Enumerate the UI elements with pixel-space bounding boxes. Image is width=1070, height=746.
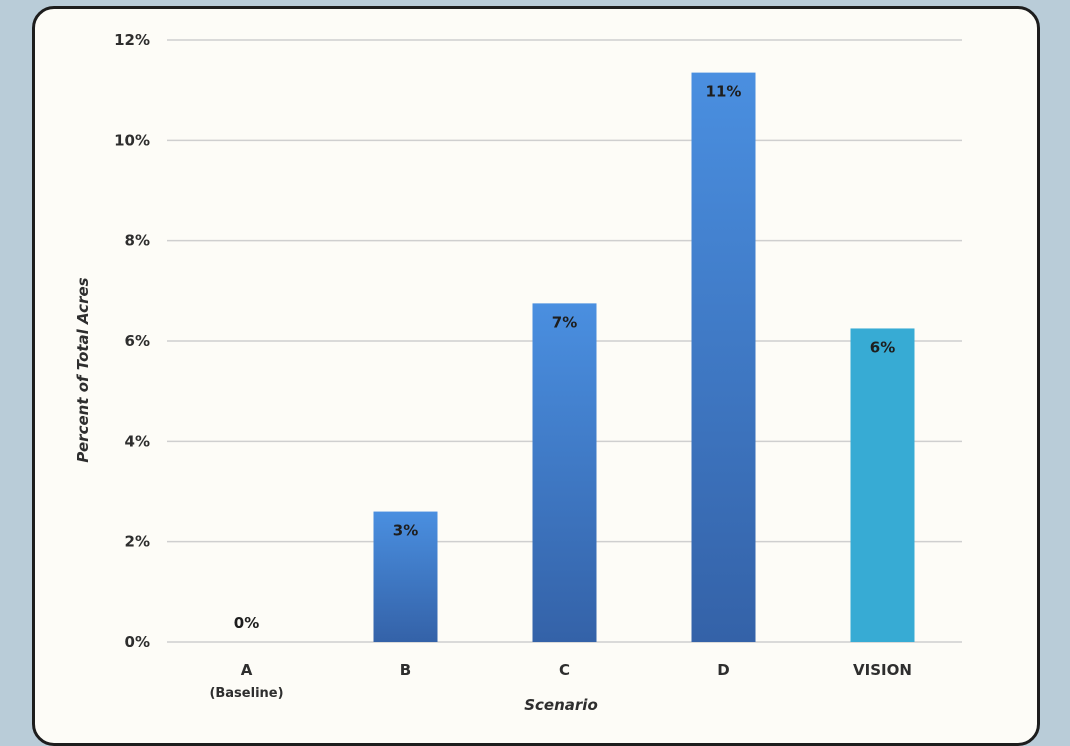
y-axis: 0% 2% 4% 6% 8% 10% 12% <box>114 31 150 651</box>
gridlines <box>167 39 962 643</box>
y-axis-title: Percent of Total Acres <box>74 277 92 462</box>
data-label: 7% <box>552 313 577 331</box>
bar-chart: 0% 2% 4% 6% 8% 10% 12% 0% 3% 7% 11% 6% A (Baseline)… <box>74 31 962 714</box>
data-label: 3% <box>393 522 418 540</box>
y-tick-label: 4% <box>125 432 150 450</box>
x-axis-title: Scenario <box>524 696 598 714</box>
y-tick-label: 6% <box>125 332 150 350</box>
x-tick-label: VISION <box>853 661 912 679</box>
x-tick-label: A <box>241 661 253 679</box>
bar-c <box>532 303 597 642</box>
y-tick-label: 12% <box>114 31 150 49</box>
y-tick-label: 8% <box>125 232 150 250</box>
y-tick-label: 2% <box>125 533 150 551</box>
data-label: 11% <box>706 83 742 101</box>
y-tick-label: 0% <box>125 633 150 651</box>
y-tick-label: 10% <box>114 131 150 149</box>
x-axis: A (Baseline) B C D VISION <box>209 661 912 701</box>
data-label: 0% <box>234 614 259 632</box>
bar-b <box>373 511 438 642</box>
bar-vision <box>850 328 915 642</box>
x-tick-label: C <box>559 661 570 679</box>
bar-d <box>691 72 756 642</box>
x-tick-label: D <box>717 661 729 679</box>
x-tick-label: B <box>400 661 411 679</box>
x-tick-sublabel: (Baseline) <box>209 686 283 701</box>
data-label: 6% <box>870 338 895 356</box>
bars: 0% 3% 7% 11% 6% <box>234 72 915 642</box>
